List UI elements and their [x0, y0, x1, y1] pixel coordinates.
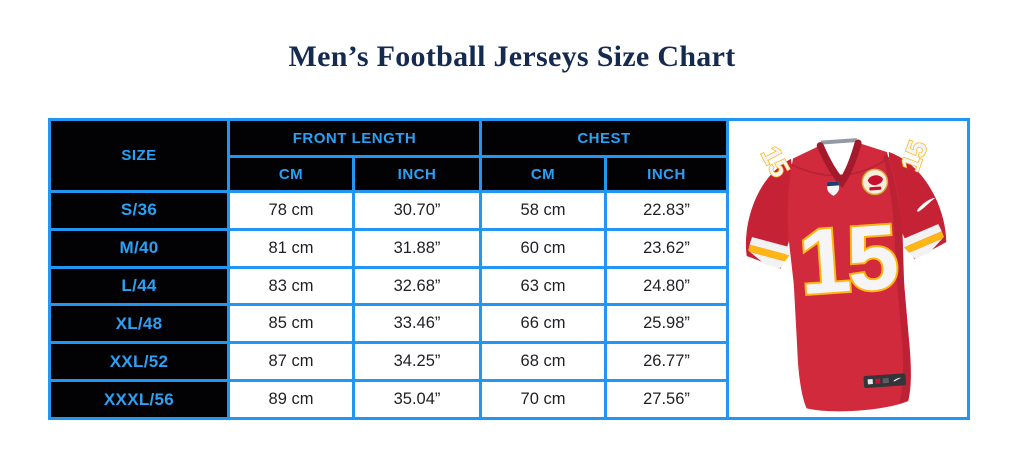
table-header-row-groups: SIZE FRONT LENGTH CHEST	[48, 118, 729, 193]
size-table: SIZE FRONT LENGTH CHEST CM INCH CM INCH …	[48, 118, 729, 420]
chest-cm-value: 68 cm	[479, 341, 607, 383]
col-group-front-length: FRONT LENGTH	[227, 118, 482, 158]
chest-inch-value: 27.56”	[604, 379, 729, 420]
size-label: XXL/52	[48, 341, 230, 383]
nfl-shield-icon	[826, 181, 840, 196]
front-inch-value: 31.88”	[352, 227, 482, 269]
chest-inch-value: 25.98”	[604, 303, 729, 345]
front-cm-value: 85 cm	[227, 303, 355, 345]
table-row: L/44 83 cm 32.68” 63 cm 24.80”	[48, 265, 729, 307]
col-header-chest-cm: CM	[479, 155, 607, 193]
table-row: XL/48 85 cm 33.46” 66 cm 25.98”	[48, 303, 729, 345]
jersey-back-collar	[820, 138, 858, 145]
front-inch-value: 34.25”	[352, 341, 482, 383]
front-inch-value: 32.68”	[352, 265, 482, 307]
jocktag	[863, 373, 906, 389]
chest-cm-value: 70 cm	[479, 379, 607, 420]
table-header-row-units: CM INCH CM INCH	[50, 155, 729, 193]
col-header-size: SIZE	[48, 118, 230, 193]
front-inch-value: 35.04”	[352, 379, 482, 420]
chest-inch-value: 22.83”	[604, 190, 729, 231]
table-row: M/40 81 cm 31.88” 60 cm 23.62”	[48, 227, 729, 269]
size-label: XL/48	[48, 303, 230, 345]
front-cm-value: 89 cm	[227, 379, 355, 420]
size-chart: SIZE FRONT LENGTH CHEST CM INCH CM INCH …	[48, 118, 970, 420]
jersey-body	[787, 142, 911, 412]
chest-inch-value: 23.62”	[604, 227, 729, 269]
front-inch-value: 30.70”	[352, 190, 482, 231]
jersey-yoke-seam	[791, 157, 890, 177]
jersey-illustration: 15 15	[744, 136, 950, 412]
chest-inch-value: 24.80”	[604, 265, 729, 307]
chest-cm-value: 58 cm	[479, 190, 607, 231]
jersey-collar	[816, 139, 862, 188]
col-group-chest: CHEST	[479, 118, 729, 158]
chest-cm-value: 66 cm	[479, 303, 607, 345]
front-inch-value: 33.46”	[352, 303, 482, 345]
size-label: S/36	[48, 190, 230, 231]
table-row: XXXL/56 89 cm 35.04” 70 cm 27.56”	[48, 379, 729, 420]
col-header-front-inch: INCH	[352, 155, 482, 193]
size-label: XXXL/56	[48, 379, 230, 420]
page-title: Men’s Football Jerseys Size Chart	[288, 40, 736, 73]
chest-cm-value: 63 cm	[479, 265, 607, 307]
jersey-image-panel: 15 15	[729, 118, 970, 420]
size-label: M/40	[48, 227, 230, 269]
front-cm-value: 81 cm	[227, 227, 355, 269]
chest-cm-value: 60 cm	[479, 227, 607, 269]
chest-inch-value: 26.77”	[604, 341, 729, 383]
size-label: L/44	[48, 265, 230, 307]
col-header-front-cm: CM	[227, 155, 355, 193]
nike-swoosh-icon	[917, 197, 936, 212]
front-cm-value: 83 cm	[227, 265, 355, 307]
front-cm-value: 78 cm	[227, 190, 355, 231]
front-cm-value: 87 cm	[227, 341, 355, 383]
jersey-side-shade	[883, 153, 911, 404]
col-header-chest-inch: INCH	[604, 155, 729, 193]
chiefs-patch-icon	[861, 168, 889, 196]
table-row: S/36 78 cm 30.70” 58 cm 22.83”	[48, 190, 729, 231]
table-row: XXL/52 87 cm 34.25” 68 cm 26.77”	[48, 341, 729, 383]
jersey-chest-number: 15	[796, 206, 900, 315]
